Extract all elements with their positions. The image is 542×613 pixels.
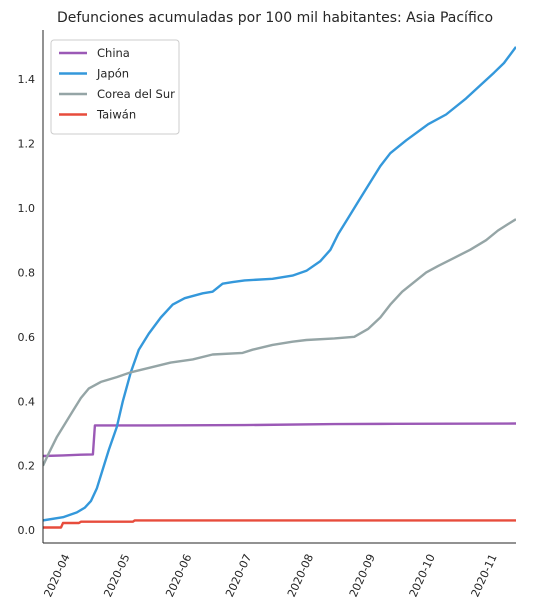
x-tick-label: 2020-06 — [163, 552, 194, 599]
series-line-3 — [43, 519, 516, 529]
legend-label: Taiwán — [96, 108, 136, 122]
x-tick-label: 2020-05 — [101, 552, 132, 599]
x-tick-label: 2020-11 — [469, 552, 500, 599]
legend-label: Corea del Sur — [97, 87, 175, 101]
x-tick-label: 2020-08 — [285, 552, 316, 599]
legend: China Japón Corea del Sur Taiwán — [50, 39, 180, 135]
x-tick-label: 2020-04 — [41, 552, 72, 599]
legend-label: Japón — [96, 67, 129, 81]
y-tick-label: 0.6 — [18, 331, 36, 344]
series-line-2 — [43, 218, 516, 467]
y-tick-label: 0.0 — [18, 524, 36, 537]
y-tick-label: 0.8 — [18, 266, 36, 279]
y-tick-label: 1.2 — [18, 138, 36, 151]
x-tick-label: 2020-09 — [347, 552, 378, 599]
legend-label: China — [97, 46, 130, 60]
x-tick-label: 2020-10 — [407, 552, 438, 599]
series-layer — [43, 46, 516, 529]
x-tick-label: 2020-07 — [223, 552, 254, 599]
y-tick-label: 0.2 — [18, 460, 36, 473]
series-line-1 — [43, 46, 516, 522]
legend-box — [50, 39, 180, 135]
y-tick-label: 1.4 — [18, 73, 36, 86]
chart-title: Defunciones acumuladas por 100 mil habit… — [57, 10, 493, 26]
y-tick-label: 1.0 — [18, 202, 36, 215]
series-line-0 — [43, 422, 516, 458]
y-tick-label: 0.4 — [18, 395, 36, 408]
